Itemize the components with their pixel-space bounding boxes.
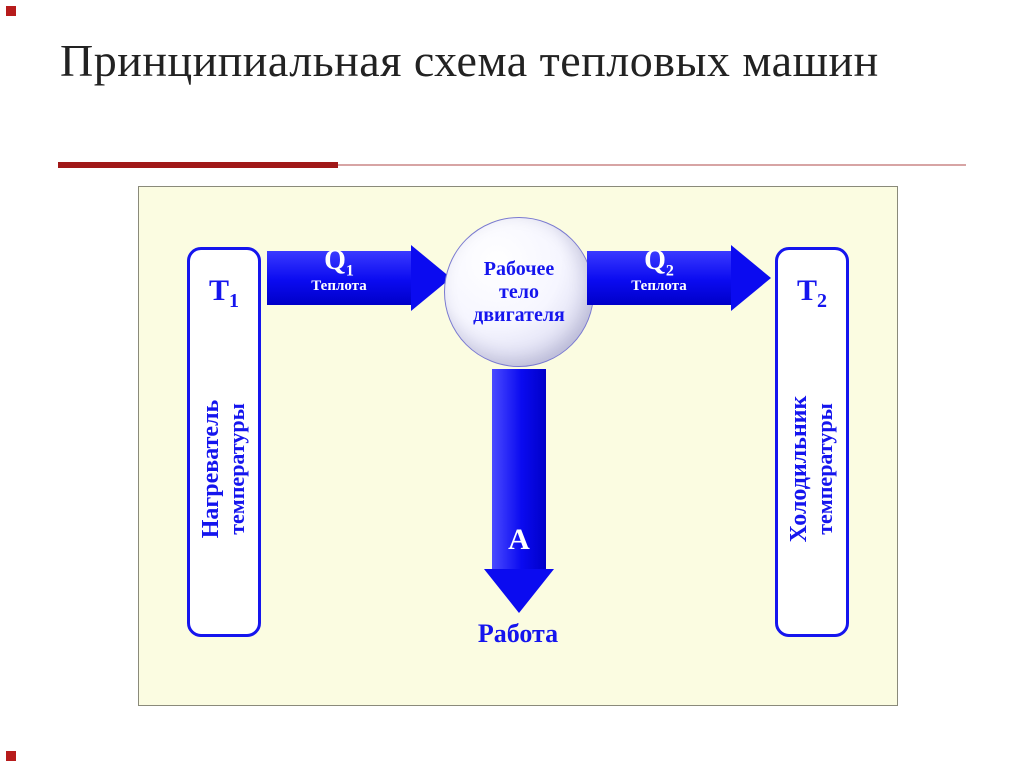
q1-label: Q1 Теплота <box>267 247 411 295</box>
work-arrow: A <box>484 369 554 613</box>
work-arrow-head-icon <box>484 569 554 613</box>
heater-label: Нагреватель температуры <box>199 400 249 539</box>
q1-arrow: Q1 Теплота <box>267 245 451 311</box>
corner-marker-tl <box>6 6 16 16</box>
q2-arrow: Q2 Теплота <box>587 245 771 311</box>
cooler-label: Холодильник температуры <box>787 396 837 543</box>
page-title: Принципиальная схема тепловых машин <box>60 35 964 88</box>
cooler-box: T2 Холодильник температуры <box>775 247 849 637</box>
heater-box: T1 Нагреватель температуры <box>187 247 261 637</box>
underline-light <box>338 164 966 166</box>
underline-dark <box>58 162 338 168</box>
cooler-symbol: T2 <box>778 274 846 313</box>
q2-label: Q2 Теплота <box>587 247 731 295</box>
heat-engine-diagram: T1 Нагреватель температуры Q1 Теплота Ра… <box>138 186 898 706</box>
q2-arrow-head-icon <box>731 245 771 311</box>
work-caption: Работа <box>139 619 897 649</box>
working-body-circle: Рабочее тело двигателя <box>444 217 594 367</box>
heater-symbol: T1 <box>190 274 258 313</box>
title-underline <box>58 162 966 168</box>
work-symbol: A <box>508 523 530 557</box>
work-arrow-shaft: A <box>492 369 546 569</box>
corner-marker-bl <box>6 751 16 761</box>
